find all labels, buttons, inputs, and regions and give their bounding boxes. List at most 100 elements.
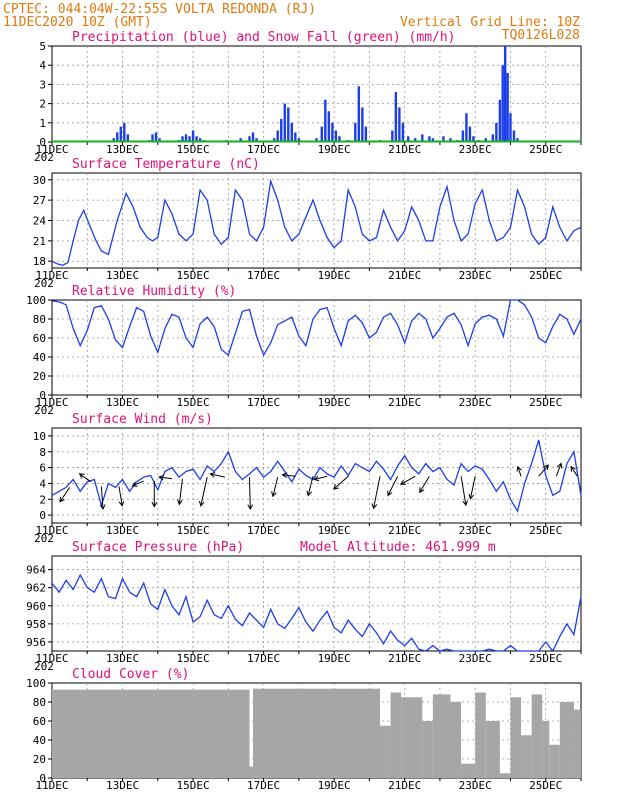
panel-title-wind: Surface Wind (m/s) xyxy=(72,412,213,427)
wind-vector xyxy=(314,475,328,480)
x-tick-label: 17DEC xyxy=(247,269,280,282)
wind-vector xyxy=(272,476,279,497)
x-tick-label: 13DEC xyxy=(106,143,139,156)
precip-bar xyxy=(472,136,475,142)
wind-vector xyxy=(200,476,208,506)
precip-bar xyxy=(495,122,498,142)
precip-bar xyxy=(468,126,472,142)
wind-vector-head xyxy=(570,465,576,472)
x-tick-label: 13DEC xyxy=(106,524,139,537)
x-tick-label: 19DEC xyxy=(318,396,351,409)
cloud-bar xyxy=(390,692,402,778)
precip-bar xyxy=(320,126,323,142)
x-tick-label: 23DEC xyxy=(459,779,492,792)
x-year-label: 202 xyxy=(34,532,54,545)
precip-bar xyxy=(509,113,512,142)
y-tick-label: 30 xyxy=(33,174,46,187)
precip-bar xyxy=(181,136,184,142)
wind-vector-head xyxy=(151,502,158,508)
x-tick-label: 11DEC xyxy=(35,524,68,537)
y-tick-label: 10 xyxy=(33,430,46,443)
precip-bar xyxy=(394,92,398,142)
cloud-bar xyxy=(432,694,451,778)
y-tick-label: 100 xyxy=(26,677,46,690)
cloud-bar xyxy=(485,721,500,778)
wind-vector xyxy=(210,473,225,478)
cloud-bar xyxy=(253,688,380,778)
precip-bar xyxy=(406,136,410,142)
cloud-bar xyxy=(549,744,560,778)
cloud-bar xyxy=(52,689,250,778)
x-tick-label: 21DEC xyxy=(388,652,421,665)
wind-vector xyxy=(333,475,349,490)
cloud-bar xyxy=(450,702,462,778)
wind-vector-head xyxy=(516,465,522,472)
x-tick-label: 23DEC xyxy=(459,269,492,282)
x-tick-label: 25DEC xyxy=(529,524,562,537)
wind-vector-head xyxy=(556,462,563,469)
x-tick-label: 15DEC xyxy=(177,143,210,156)
y-tick-label: 4 xyxy=(39,477,46,490)
panel-subtitle-altitude: Model Altitude: 461.999 m xyxy=(300,540,496,555)
wind-vector-head xyxy=(78,473,85,479)
x-tick-label: 25DEC xyxy=(529,396,562,409)
y-tick-label: 40 xyxy=(33,351,46,364)
wind-vector-head xyxy=(209,472,216,478)
panel-title-pressure: Surface Pressure (hPa) xyxy=(72,540,244,555)
precip-bar xyxy=(461,130,465,142)
wind-vector xyxy=(79,473,92,483)
y-tick-label: 60 xyxy=(33,332,46,345)
precip-bar xyxy=(361,107,364,142)
wind-vector-head xyxy=(59,496,65,503)
cloud-bar xyxy=(573,709,581,778)
precip-bar xyxy=(158,138,161,142)
y-tick-label: 21 xyxy=(33,235,46,248)
wind-vector xyxy=(373,476,381,509)
panel-title-humidity: Relative Humidity (%) xyxy=(72,284,236,299)
wind-vector-head xyxy=(99,504,106,511)
x-tick-label: 17DEC xyxy=(247,143,280,156)
wind-vector-head xyxy=(399,479,406,485)
precip-bar xyxy=(324,99,327,142)
precip-bar xyxy=(338,136,341,142)
y-tick-label: 0 xyxy=(39,389,46,402)
precip-bar xyxy=(491,134,495,142)
panel-frame xyxy=(51,427,582,524)
wind-vector-head xyxy=(313,475,320,482)
header-code: TQ0126L028 xyxy=(502,28,580,43)
y-tick-label: 60 xyxy=(33,715,46,728)
x-tick-label: 15DEC xyxy=(177,396,210,409)
precip-bar xyxy=(484,138,487,142)
x-tick-label: 19DEC xyxy=(318,143,351,156)
x-tick-label: 15DEC xyxy=(177,779,210,792)
wind-vector-head xyxy=(387,490,393,497)
y-tick-label: 8 xyxy=(39,446,46,459)
precip-bar xyxy=(290,122,294,142)
wind-vector xyxy=(538,464,549,477)
precip-bar xyxy=(255,138,258,142)
y-tick-label: 18 xyxy=(33,255,46,268)
cloud-bar xyxy=(499,773,511,778)
x-year-label: 202 xyxy=(34,277,54,290)
precip-bar xyxy=(251,132,255,142)
x-tick-label: 15DEC xyxy=(177,524,210,537)
wind-vector-head xyxy=(247,504,254,511)
x-tick-label: 19DEC xyxy=(318,779,351,792)
x-tick-label: 17DEC xyxy=(247,396,280,409)
x-tick-label: 13DEC xyxy=(106,652,139,665)
precip-bar xyxy=(449,138,452,142)
precip-bar xyxy=(516,138,519,142)
x-tick-label: 25DEC xyxy=(529,269,562,282)
y-tick-label: 0 xyxy=(39,772,46,785)
precip-bar xyxy=(151,134,154,142)
precip-bar xyxy=(119,126,122,142)
precip-bar xyxy=(503,46,507,142)
series-line-rh xyxy=(51,299,582,357)
precip-bar xyxy=(354,122,357,142)
y-tick-label: 24 xyxy=(33,215,47,228)
precip-bar xyxy=(465,113,468,142)
wind-vector-head xyxy=(468,493,475,500)
panel-frame xyxy=(51,299,582,396)
x-tick-label: 13DEC xyxy=(106,779,139,792)
precip-bar xyxy=(283,103,286,142)
